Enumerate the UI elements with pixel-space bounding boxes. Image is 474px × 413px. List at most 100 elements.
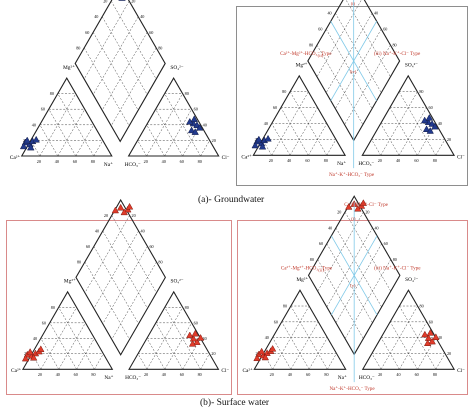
diamond-grid-line [83,47,130,126]
axis-label-hco3: HCO₃⁻ [358,161,374,167]
anion-grid-line [435,353,446,370]
cation-triangle [21,290,114,370]
sample-marker [432,333,440,340]
axis-label-na: Na⁺ [337,161,346,167]
tick-label: 60 [86,244,90,249]
tick-label: 80 [283,304,287,309]
anion-grid-line [200,353,210,370]
cation-grid-line [94,353,104,370]
sample-marker [23,136,31,144]
tick-label: 40 [162,159,166,164]
sample-marker [422,125,431,132]
tick-label: 20 [269,158,273,163]
diamond-grid-line [102,246,148,324]
sample-marker [189,334,198,342]
sample-marker [421,330,429,338]
tick-label: 40 [56,372,60,377]
piper-grid [21,198,220,370]
cation-grid-line [58,307,95,370]
central-diamond [75,198,166,356]
anion-triangle [361,289,456,370]
tick-label: 40 [327,11,331,16]
water-type-label-left: Ca²⁺-Mg²⁺-HCO₃⁻ Type [281,265,333,271]
water-type-zone-iv: (iv) [350,69,357,74]
anion-triangle [128,290,220,370]
diamond-grid-line [335,13,382,93]
piper-grid [253,195,456,370]
axis-label-na: Na⁺ [338,375,347,381]
tick-label: 80 [393,257,397,262]
anion-grid-line [137,140,147,157]
piper-diagram-groundwater-annotated: 2080202080804060404060606040606040408020… [241,0,465,178]
sample-marker [424,334,433,341]
tick-label: 20 [378,372,382,377]
tick-label: 60 [194,107,198,112]
tick-label: 40 [55,159,59,164]
diamond-grid-line [111,261,157,340]
axis-label-na: Na⁺ [104,161,113,168]
caption-surface: (b)- Surface water [200,398,270,408]
piper-diagram-surface: 20 80 20 20 80 80 40 60 40 40 60 60 60 40 60 60 40 40 80 20… [11,198,229,381]
axis-label-hco3: HCO₃⁻ [359,375,375,381]
axis-label-so4: SO₄²⁻ [405,62,418,68]
tick-label: 80 [51,305,55,310]
water-type-label-right: (iii) Na⁺-K⁺-Cl⁻ Type [374,264,421,271]
water-type-label-top: Ca²⁺-Mg²⁺-Cl⁻ Type [344,202,388,208]
sample-marker [117,203,125,211]
water-type-zone-ii: (ii) [318,267,324,272]
cation-grid-line [271,91,309,156]
anion-grid-line [164,93,201,157]
axis-label-na: Na⁺ [104,375,113,381]
tick-label: 80 [324,158,328,163]
diamond-grid-line [83,0,130,80]
diamond-grid-line [345,0,391,77]
surface-piper-panel: 20 80 20 20 80 80 40 60 40 40 60 60 60 40 60 60 40 40 80 20… [6,198,232,395]
cation-grid-line [327,353,337,370]
tick-label: 60 [194,320,198,325]
anion-grid-line [146,93,183,157]
anion-grid-line [399,321,427,370]
diamond-grid-line [335,29,382,109]
tick-label: 20 [37,159,41,164]
sample-marker [268,344,277,352]
anion-grid-line [371,139,381,156]
cation-grid-line [272,305,310,370]
tick-label: 20 [447,137,451,142]
tick-label: 80 [76,45,80,50]
sample-marker [193,338,201,345]
axis-label-cl: Cl⁻ [457,154,465,160]
sample-marker [111,206,120,214]
tick-label: 40 [94,14,98,19]
cation-grid-line [49,322,77,370]
tick-label: 20 [104,213,108,218]
tick-label: 20 [132,213,136,218]
diamond-grid-line [84,261,130,340]
sample-marker [21,354,30,362]
sample-marker [118,0,126,1]
piper-grid [252,0,456,156]
anion-triangle [361,74,456,156]
cation-grid-line [290,305,328,370]
cation-grid-line [39,93,77,157]
tick-label: 40 [396,372,400,377]
tick-label: 60 [414,158,418,163]
tick-label: 60 [41,107,45,112]
sample-marker [32,135,40,143]
sample-marker [423,339,432,347]
sample-marker [125,202,134,210]
axis-label-ca: Ca²⁺ [241,154,252,160]
diamond-grid-line [344,211,391,292]
diamond-grid-line [93,246,139,324]
tick-label: 80 [324,372,328,377]
caption-groundwater: (a)- Groundwater [198,195,265,205]
sample-marker [26,143,35,151]
tick-label: 80 [185,305,189,310]
water-type-zone-i: (i) [351,216,356,221]
tick-label: 80 [158,45,162,50]
anion-grid-line [399,305,437,370]
sample-marker [196,333,205,341]
cation-triangle [252,74,347,156]
water-type-zone-i: (i) [351,1,356,6]
tick-label: 20 [211,351,215,356]
cation-grid-line [289,107,318,156]
